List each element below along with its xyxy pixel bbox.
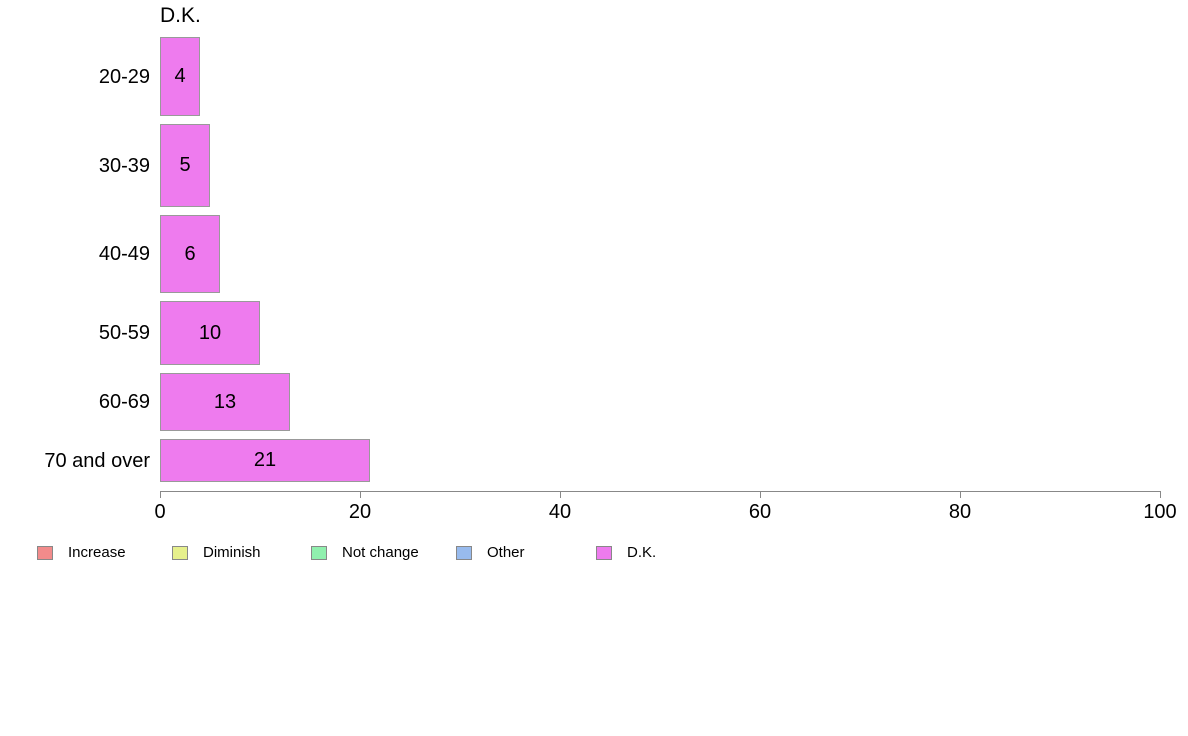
- x-tick-label: 40: [548, 501, 572, 523]
- bar-value-label: 6: [184, 242, 196, 265]
- legend-swatch: [172, 546, 188, 560]
- x-tick-label: 20: [348, 501, 372, 523]
- x-tick: [560, 491, 561, 498]
- bar-value-label: 10: [198, 321, 222, 344]
- category-label: 40-49: [98, 243, 150, 265]
- x-tick: [160, 491, 161, 498]
- bar: 21: [160, 439, 370, 482]
- category-label: 70 and over: [44, 449, 150, 472]
- bar-value-label: 13: [213, 390, 237, 413]
- x-axis-line: [160, 491, 1161, 492]
- legend-label: Increase: [68, 544, 126, 561]
- category-label: 50-59: [98, 322, 150, 344]
- bar-value-label: 21: [253, 449, 277, 471]
- x-tick-label: 0: [154, 501, 166, 523]
- bar: 13: [160, 373, 290, 431]
- legend-label: Diminish: [203, 544, 261, 561]
- x-tick: [960, 491, 961, 498]
- legend-swatch: [311, 546, 327, 560]
- bar-value-label: 5: [179, 154, 191, 176]
- bar: 4: [160, 37, 200, 116]
- bar: 5: [160, 124, 210, 207]
- x-tick-label: 80: [948, 501, 972, 523]
- x-tick-label: 100: [1143, 501, 1177, 523]
- category-label: 30-39: [98, 154, 150, 177]
- legend-swatch: [596, 546, 612, 560]
- x-tick: [1160, 491, 1161, 498]
- legend-label: D.K.: [627, 544, 657, 561]
- bar: 6: [160, 215, 220, 293]
- x-tick: [760, 491, 761, 498]
- category-label: 60-69: [98, 391, 150, 413]
- legend-label: Other: [487, 544, 525, 561]
- chart-title: D.K.: [160, 4, 201, 27]
- x-tick: [360, 491, 361, 498]
- bar-value-label: 4: [174, 65, 186, 87]
- category-label: 20-29: [98, 65, 150, 88]
- x-tick-label: 60: [748, 501, 772, 523]
- legend-swatch: [37, 546, 53, 560]
- legend-swatch: [456, 546, 472, 560]
- bar: 10: [160, 301, 260, 365]
- legend-label: Not change: [342, 544, 419, 561]
